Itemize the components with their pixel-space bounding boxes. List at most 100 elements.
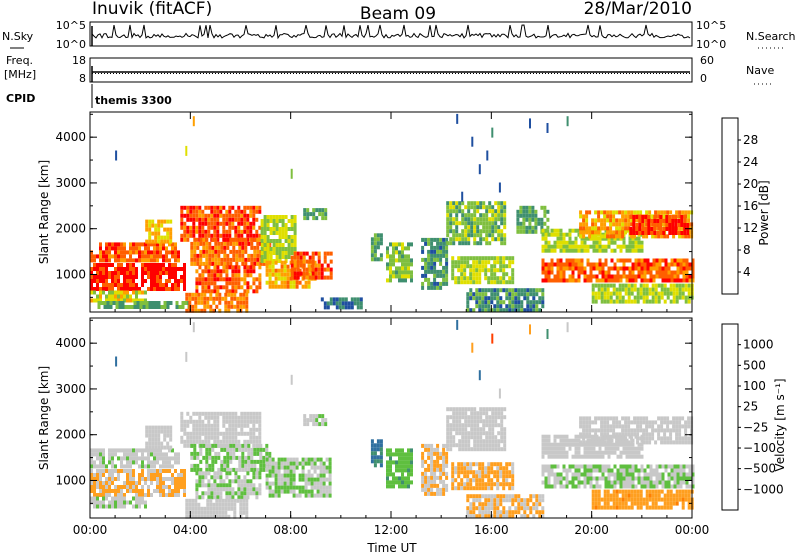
power-cell (547, 240, 551, 245)
power-cell (197, 308, 201, 313)
velocity-cell (154, 429, 158, 434)
power-cell (250, 241, 254, 246)
power-cell (635, 231, 639, 235)
power-cell (499, 260, 503, 265)
power-cell (268, 260, 272, 265)
velocity-cell (159, 477, 162, 481)
velocity-cell (427, 491, 431, 496)
velocity-cell (538, 514, 542, 519)
velocity-cell (222, 431, 226, 436)
power-cell (284, 215, 288, 219)
velocity-cell (90, 489, 93, 493)
velocity-cell (488, 407, 492, 412)
velocity-cell (433, 459, 437, 464)
power-cell (132, 287, 135, 291)
velocity-cell (99, 500, 102, 505)
power-cell (475, 288, 479, 293)
power-cell (214, 261, 218, 266)
power-cell (177, 258, 180, 263)
power-cell (129, 254, 132, 259)
velocity-cell (258, 419, 262, 424)
power-cell (398, 266, 401, 271)
power-cell (398, 250, 401, 255)
power-cell (129, 287, 132, 291)
power-cell (624, 283, 628, 288)
power-cell (670, 274, 674, 279)
velocity-cell (472, 486, 476, 491)
velocity-cell (487, 466, 491, 471)
power-scatter-point (478, 164, 481, 175)
power-cell (650, 219, 654, 223)
power-cell (653, 219, 657, 223)
power-cell (392, 274, 395, 279)
power-cell (286, 264, 290, 269)
power-cell (256, 237, 260, 242)
power-cell (500, 217, 504, 222)
velocity-cell (211, 447, 215, 452)
velocity-cell (544, 434, 548, 439)
velocity-cell (303, 422, 307, 427)
velocity-cell (460, 470, 464, 475)
power-cell (653, 223, 657, 227)
power-cell (622, 274, 626, 279)
power-cell (214, 237, 218, 242)
velocity-cell (265, 451, 269, 456)
velocity-cell (452, 411, 456, 416)
power-cell (478, 256, 482, 261)
velocity-cell (213, 415, 217, 420)
velocity-cell (529, 494, 533, 499)
velocity-cell (231, 411, 235, 416)
power-cell (373, 245, 377, 250)
power-cell (120, 246, 123, 251)
power-cell (141, 242, 144, 247)
power-cell (215, 292, 219, 297)
velocity-cell (222, 415, 226, 420)
power-cell (198, 273, 202, 278)
power-cell (281, 247, 285, 251)
power-cell (120, 242, 123, 247)
velocity-cell (592, 442, 596, 447)
velocity-cell (470, 407, 474, 412)
power-cell (442, 249, 446, 254)
velocity-cell (445, 475, 449, 480)
power-cell (645, 283, 649, 288)
power-cell (618, 230, 622, 235)
power-cell (198, 229, 202, 234)
velocity-cell (219, 479, 223, 484)
power-cell (229, 261, 233, 266)
power-cell (497, 237, 501, 242)
power-cell (93, 287, 96, 291)
velocity-cell (508, 498, 512, 503)
velocity-cell (520, 506, 524, 511)
power-cell (145, 301, 149, 305)
power-cell (150, 279, 153, 283)
velocity-cell (580, 434, 584, 439)
power-cell (663, 291, 667, 296)
velocity-cell (424, 467, 428, 472)
velocity-cell (574, 434, 578, 439)
power-cell (600, 295, 604, 300)
power-cell (213, 221, 217, 226)
velocity-cell (496, 510, 500, 515)
velocity-cell (424, 483, 428, 488)
velocity-cell (493, 506, 497, 511)
power-cell (108, 258, 111, 263)
velocity-cell (496, 474, 500, 479)
power-cell (534, 209, 538, 214)
velocity-cell (482, 411, 486, 416)
power-cell (482, 213, 486, 218)
velocity-cell (469, 482, 473, 487)
power-cell (283, 276, 287, 281)
power-cell (268, 276, 272, 281)
velocity-cell (451, 462, 455, 467)
velocity-cell (258, 415, 262, 420)
power-cell (150, 283, 153, 287)
velocity-cell (449, 427, 453, 432)
power-cell (156, 287, 159, 291)
velocity-cell (559, 454, 563, 459)
velocity-cell (194, 510, 198, 515)
velocity-cell (252, 439, 256, 444)
power-cell (607, 266, 611, 271)
velocity-cell (268, 451, 272, 456)
power-cell (111, 263, 114, 267)
